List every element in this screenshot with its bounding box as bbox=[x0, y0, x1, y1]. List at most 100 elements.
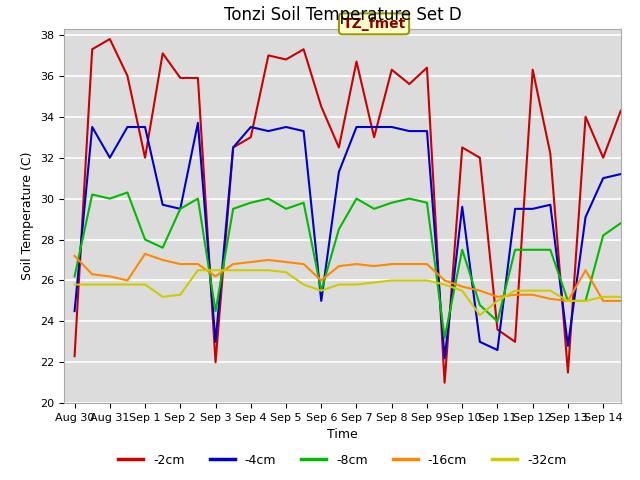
-32cm bbox=[212, 267, 220, 273]
-2cm bbox=[388, 67, 396, 72]
-2cm bbox=[177, 75, 184, 81]
-8cm bbox=[547, 247, 554, 252]
-2cm bbox=[194, 75, 202, 81]
Text: TZ_fmet: TZ_fmet bbox=[342, 17, 406, 31]
-2cm bbox=[353, 59, 360, 64]
Title: Tonzi Soil Temperature Set D: Tonzi Soil Temperature Set D bbox=[223, 6, 461, 24]
-8cm bbox=[371, 206, 378, 212]
-4cm bbox=[194, 120, 202, 126]
-4cm bbox=[617, 171, 625, 177]
-4cm bbox=[353, 124, 360, 130]
-32cm bbox=[88, 282, 96, 288]
-2cm bbox=[599, 155, 607, 161]
-4cm bbox=[247, 124, 255, 130]
-8cm bbox=[388, 200, 396, 205]
-2cm bbox=[212, 360, 220, 365]
-16cm bbox=[159, 257, 166, 263]
-16cm bbox=[617, 298, 625, 304]
-16cm bbox=[458, 284, 466, 289]
-8cm bbox=[423, 200, 431, 205]
-4cm bbox=[317, 298, 325, 304]
-8cm bbox=[441, 335, 449, 341]
-16cm bbox=[194, 261, 202, 267]
-2cm bbox=[476, 155, 484, 161]
-32cm bbox=[406, 277, 413, 283]
-8cm bbox=[247, 200, 255, 205]
-16cm bbox=[564, 298, 572, 304]
-8cm bbox=[177, 206, 184, 212]
-32cm bbox=[476, 312, 484, 318]
-16cm bbox=[282, 259, 290, 265]
-4cm bbox=[229, 144, 237, 150]
-8cm bbox=[335, 227, 342, 232]
-2cm bbox=[441, 380, 449, 385]
-8cm bbox=[582, 298, 589, 304]
-16cm bbox=[406, 261, 413, 267]
-4cm bbox=[371, 124, 378, 130]
-2cm bbox=[582, 114, 589, 120]
-2cm bbox=[335, 144, 342, 150]
-32cm bbox=[159, 294, 166, 300]
-8cm bbox=[406, 196, 413, 202]
-8cm bbox=[353, 196, 360, 202]
-32cm bbox=[229, 267, 237, 273]
Y-axis label: Soil Temperature (C): Soil Temperature (C) bbox=[22, 152, 35, 280]
Line: -2cm: -2cm bbox=[75, 39, 621, 383]
-2cm bbox=[124, 73, 131, 79]
-32cm bbox=[371, 280, 378, 286]
-16cm bbox=[388, 261, 396, 267]
-2cm bbox=[406, 81, 413, 87]
-16cm bbox=[247, 259, 255, 265]
-2cm bbox=[564, 370, 572, 375]
-2cm bbox=[229, 144, 237, 150]
-32cm bbox=[194, 267, 202, 273]
-16cm bbox=[493, 294, 501, 300]
-32cm bbox=[282, 269, 290, 275]
-8cm bbox=[529, 247, 536, 252]
-32cm bbox=[511, 288, 519, 294]
-4cm bbox=[423, 128, 431, 134]
-4cm bbox=[476, 339, 484, 345]
-2cm bbox=[317, 104, 325, 109]
-4cm bbox=[88, 124, 96, 130]
-16cm bbox=[212, 274, 220, 279]
-4cm bbox=[529, 206, 536, 212]
-4cm bbox=[547, 202, 554, 208]
-2cm bbox=[264, 52, 272, 58]
-32cm bbox=[106, 282, 114, 288]
-8cm bbox=[476, 302, 484, 308]
-32cm bbox=[353, 282, 360, 288]
-32cm bbox=[458, 288, 466, 294]
-4cm bbox=[582, 214, 589, 220]
-4cm bbox=[106, 155, 114, 161]
-8cm bbox=[493, 319, 501, 324]
-32cm bbox=[317, 288, 325, 294]
-16cm bbox=[335, 263, 342, 269]
-4cm bbox=[141, 124, 149, 130]
-32cm bbox=[71, 282, 79, 288]
-16cm bbox=[264, 257, 272, 263]
-2cm bbox=[282, 57, 290, 62]
-16cm bbox=[229, 261, 237, 267]
-32cm bbox=[617, 294, 625, 300]
-32cm bbox=[300, 282, 307, 288]
-2cm bbox=[71, 353, 79, 359]
-32cm bbox=[335, 282, 342, 288]
-16cm bbox=[71, 253, 79, 259]
-4cm bbox=[282, 124, 290, 130]
-2cm bbox=[617, 108, 625, 113]
-4cm bbox=[71, 308, 79, 314]
-2cm bbox=[493, 327, 501, 333]
-2cm bbox=[371, 134, 378, 140]
-4cm bbox=[264, 128, 272, 134]
-16cm bbox=[529, 292, 536, 298]
-16cm bbox=[599, 298, 607, 304]
-8cm bbox=[458, 247, 466, 252]
-2cm bbox=[529, 67, 536, 72]
-2cm bbox=[159, 50, 166, 56]
-16cm bbox=[476, 288, 484, 294]
-32cm bbox=[177, 292, 184, 298]
-4cm bbox=[493, 347, 501, 353]
-4cm bbox=[159, 202, 166, 208]
Line: -4cm: -4cm bbox=[75, 123, 621, 358]
